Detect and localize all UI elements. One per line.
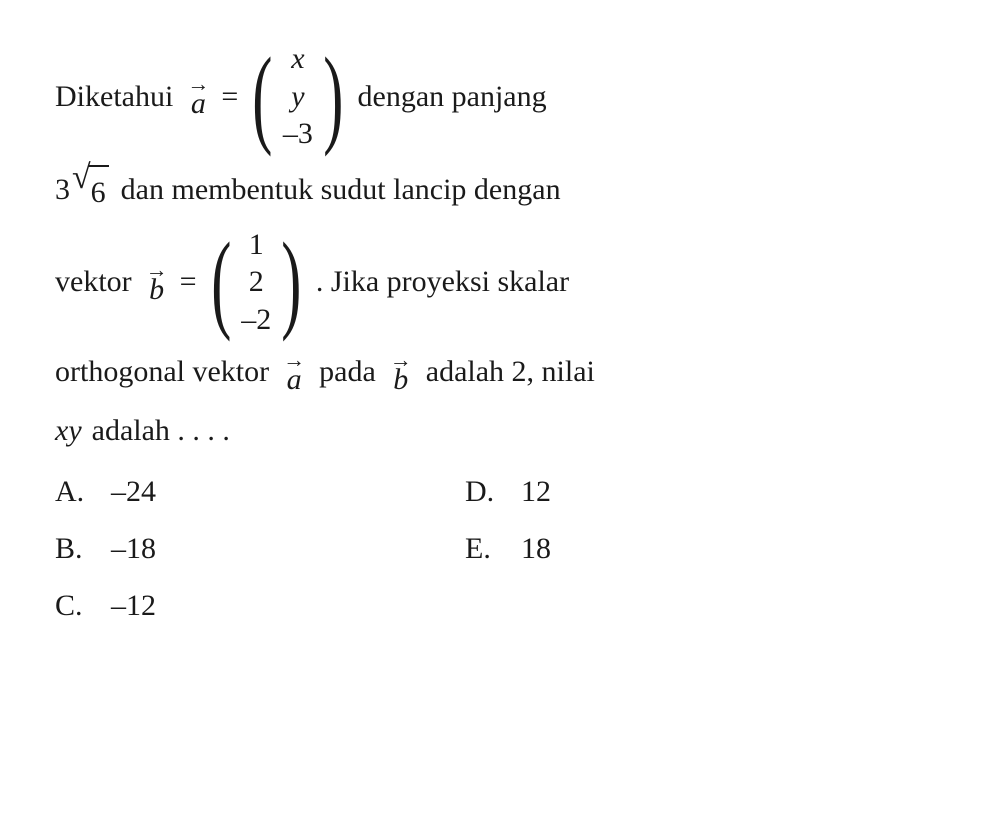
vector-b-letter: b: [149, 275, 164, 305]
text-adalah-2: adalah 2, nilai: [426, 346, 595, 397]
text-pada: pada: [319, 346, 376, 397]
vec-a-c1: x: [291, 40, 304, 78]
problem-line-2: 3 √ 6 dan membentuk sudut lancip dengan: [55, 161, 930, 218]
option-b-value: –18: [111, 523, 156, 574]
vec-b-c2: 2: [249, 263, 264, 301]
vector-b-column: 1 2 –2: [239, 226, 273, 339]
vec-a-c3: –3: [283, 115, 313, 153]
problem-line-1: Diketahui → a = ( x y –3 ) dengan panjan…: [55, 40, 930, 153]
option-c[interactable]: C. –12: [55, 580, 405, 631]
option-a-label: A.: [55, 466, 89, 517]
sqrt-value: 6: [88, 165, 109, 218]
equals-1: =: [221, 71, 238, 122]
option-c-value: –12: [111, 580, 156, 631]
text-orthogonal: orthogonal vektor: [55, 346, 269, 397]
sqrt-6: √ 6: [72, 161, 109, 218]
option-d[interactable]: D. 12: [465, 466, 815, 517]
equals-2: =: [180, 256, 197, 307]
option-b-label: B.: [55, 523, 89, 574]
vector-a-symbol: → a: [187, 73, 209, 119]
vector-b-letter-2: b: [393, 365, 408, 395]
problem-line-5: xy adalah . . . .: [55, 405, 930, 456]
text-vektor: vektor: [55, 256, 132, 307]
vector-a-letter-2: a: [287, 365, 302, 395]
left-paren-icon: (: [252, 47, 272, 146]
option-a[interactable]: A. –24: [55, 466, 405, 517]
option-b[interactable]: B. –18: [55, 523, 405, 574]
option-e[interactable]: E. 18: [465, 523, 815, 574]
option-d-label: D.: [465, 466, 499, 517]
text-dengan-panjang: dengan panjang: [358, 71, 547, 122]
answer-options: A. –24 D. 12 B. –18 E. 18 C. –12: [55, 466, 815, 631]
text-xy: xy: [55, 405, 82, 456]
vec-a-c2: y: [291, 78, 304, 116]
vector-a-matrix: ( x y –3 ): [244, 40, 351, 153]
vector-a-column: x y –3: [281, 40, 315, 153]
vector-b-matrix: ( 1 2 –2 ): [203, 226, 310, 339]
vec-b-c3: –2: [241, 301, 271, 339]
text-dan-membentuk: dan membentuk sudut lancip dengan: [121, 164, 561, 215]
option-d-value: 12: [521, 466, 551, 517]
option-c-label: C.: [55, 580, 89, 631]
problem-line-4: orthogonal vektor → a pada → b adalah 2,…: [55, 346, 930, 397]
vector-a-letter: a: [191, 89, 206, 119]
text-jika-proyeksi: . Jika proyeksi skalar: [316, 256, 569, 307]
text-3: 3: [55, 164, 70, 215]
problem-line-3: vektor → b = ( 1 2 –2 ) . Jika proyeksi …: [55, 226, 930, 339]
right-paren-icon: ): [323, 47, 343, 146]
option-e-value: 18: [521, 523, 551, 574]
left-paren-icon: (: [211, 232, 231, 331]
text-adalah-dots: adalah . . . .: [92, 405, 230, 456]
vec-b-c1: 1: [249, 226, 264, 264]
option-e-label: E.: [465, 523, 499, 574]
vector-b-symbol: → b: [146, 259, 168, 305]
vector-b-symbol-2: → b: [390, 349, 412, 395]
right-paren-icon: ): [281, 232, 301, 331]
option-a-value: –24: [111, 466, 156, 517]
vector-a-symbol-2: → a: [283, 349, 305, 395]
text-diketahui: Diketahui: [55, 71, 173, 122]
